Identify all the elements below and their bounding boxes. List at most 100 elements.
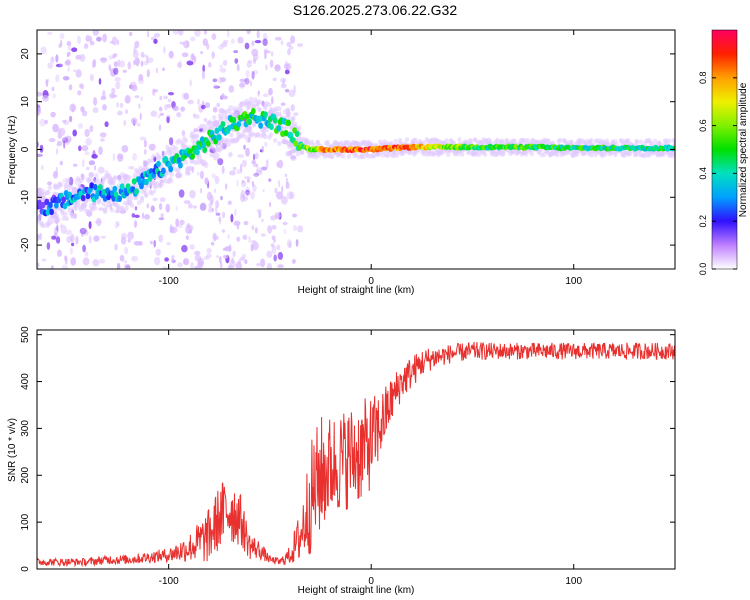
x-tick-label: -100 (159, 276, 179, 287)
spectrogram-noise-mark (88, 160, 96, 166)
spectrogram-noise-mark (197, 257, 205, 267)
spectrogram-halo-mark (263, 134, 268, 140)
spectrogram-noise-mark (44, 119, 48, 125)
spectrogram-noise-mark (50, 56, 55, 64)
spectrogram-noise-mark (263, 48, 268, 54)
spectrogram-noise-mark (282, 78, 285, 86)
spectrogram-noise-mark (288, 242, 292, 248)
spectrogram-noise-mark (55, 166, 58, 175)
spectrogram-halo-mark (78, 178, 84, 184)
spectrogram-noise-mark (139, 112, 142, 121)
spectrogram-halo-mark (550, 140, 556, 146)
spectrogram-halo-mark (92, 205, 98, 211)
spectrogram-noise-mark (122, 69, 127, 73)
spectrogram-ridge-mark (80, 194, 86, 202)
spectrogram-noise-mark (191, 166, 194, 174)
spectrogram-noise-mark (177, 262, 183, 268)
spectrogram-noise-mark (109, 40, 115, 44)
spectrogram-noise-mark (88, 235, 92, 244)
spectrogram-noise-mark (208, 61, 212, 68)
spectrogram-halo-mark (216, 119, 221, 125)
spectrogram-noise-mark (223, 40, 229, 44)
spectrogram-noise-mark (178, 30, 184, 36)
y-tick-label: 20 (20, 48, 31, 60)
spectrogram-noise-mark (178, 189, 185, 198)
spectrogram-halo-mark (119, 172, 125, 178)
spectrogram-noise-mark (204, 102, 211, 109)
y-tick-label: 10 (20, 96, 31, 108)
spectrogram-noise-mark (136, 122, 141, 127)
spectrogram-noise-mark (293, 84, 296, 94)
spectrogram-noise-mark (230, 38, 235, 44)
spectrogram-noise-mark (183, 258, 190, 266)
spectrogram-noise-mark (55, 74, 60, 83)
spectrogram-noise-mark (269, 201, 272, 208)
spectrogram-noise-mark (273, 254, 278, 262)
spectrogram-noise-mark (211, 33, 217, 40)
spectrogram-noise-mark (77, 90, 82, 96)
spectrogram-halo-mark (132, 173, 137, 179)
spectrogram-noise-mark (193, 114, 200, 120)
spectrogram-halo-mark (243, 134, 248, 140)
spectrogram-noise-mark (130, 117, 138, 125)
spectrogram-noise-mark (140, 51, 145, 58)
spectrogram-noise-mark (134, 214, 140, 218)
spectrogram-noise-mark (70, 247, 73, 255)
spectrogram-noise-mark (69, 115, 73, 123)
spectrogram-halo-mark (142, 163, 147, 169)
spectrogram-noise-mark (200, 187, 203, 194)
spectrogram-noise-mark (86, 166, 90, 171)
spectrogram-noise-mark (119, 60, 125, 68)
y-tick-label: 500 (20, 326, 31, 343)
spectrogram-noise-mark (114, 77, 121, 82)
spectrogram-halo-mark (139, 198, 145, 203)
spectrogram-noise-mark (256, 30, 260, 39)
spectrogram-noise-mark (258, 211, 262, 218)
spectrogram-noise-mark (218, 76, 223, 84)
spectrogram-ridge-mark (67, 191, 73, 199)
spectrogram-noise-mark (245, 191, 251, 195)
colorbar-tick-label: 0.4 (698, 167, 708, 180)
spectrogram-noise-mark (210, 200, 214, 205)
spectrogram-noise-mark (235, 261, 242, 269)
spectrogram-noise-mark (188, 229, 193, 234)
spectrogram-noise-mark (262, 93, 269, 98)
spectrogram-noise-mark (96, 217, 102, 227)
spectrogram-noise-mark (222, 254, 229, 259)
spectrogram-noise-mark (277, 159, 284, 169)
spectrogram-halo-mark (212, 115, 217, 121)
spectrogram-noise-mark (277, 264, 284, 268)
spectrogram-halo-mark (277, 141, 282, 146)
spectrogram-ridge-mark (92, 183, 98, 191)
spectrogram-noise-mark (204, 177, 209, 185)
spectrogram-noise-mark (48, 138, 56, 143)
spectrogram-halo-mark (163, 150, 169, 156)
spectrogram-halo-mark (107, 198, 112, 204)
spectrogram-noise-mark (109, 92, 116, 99)
spectrogram-noise-mark (222, 247, 227, 251)
spectrogram-noise-mark (127, 61, 132, 70)
spectrogram-noise-mark (56, 143, 61, 147)
spectrogram-noise-mark (250, 243, 254, 252)
spectrogram-noise-mark (261, 166, 268, 171)
spectrogram-halo-mark (529, 151, 534, 157)
spectrogram-noise-mark (108, 65, 112, 72)
spectrogram-halo-mark (102, 209, 108, 214)
spectrogram-halo-mark (97, 198, 102, 204)
spectrogram-halo-mark (185, 166, 190, 172)
spectrogram-noise-mark (47, 62, 53, 69)
spectrogram-halo-mark (451, 140, 456, 146)
spectrogram-halo-mark (393, 138, 398, 144)
spectrogram-noise-mark (42, 94, 49, 102)
spectrogram-ridge-mark (97, 184, 103, 191)
spectrogram-noise-mark (221, 211, 226, 219)
spectrogram-noise-mark (185, 235, 190, 241)
spectrogram-halo-mark (50, 218, 55, 224)
spectrogram-noise-mark (100, 235, 107, 239)
spectrogram-noise-mark (94, 220, 102, 224)
spectrogram-noise-mark (92, 259, 100, 267)
spectrogram-noise-mark (131, 213, 136, 218)
spectrogram-noise-mark (292, 213, 298, 218)
spectrogram-noise-mark (153, 240, 156, 248)
